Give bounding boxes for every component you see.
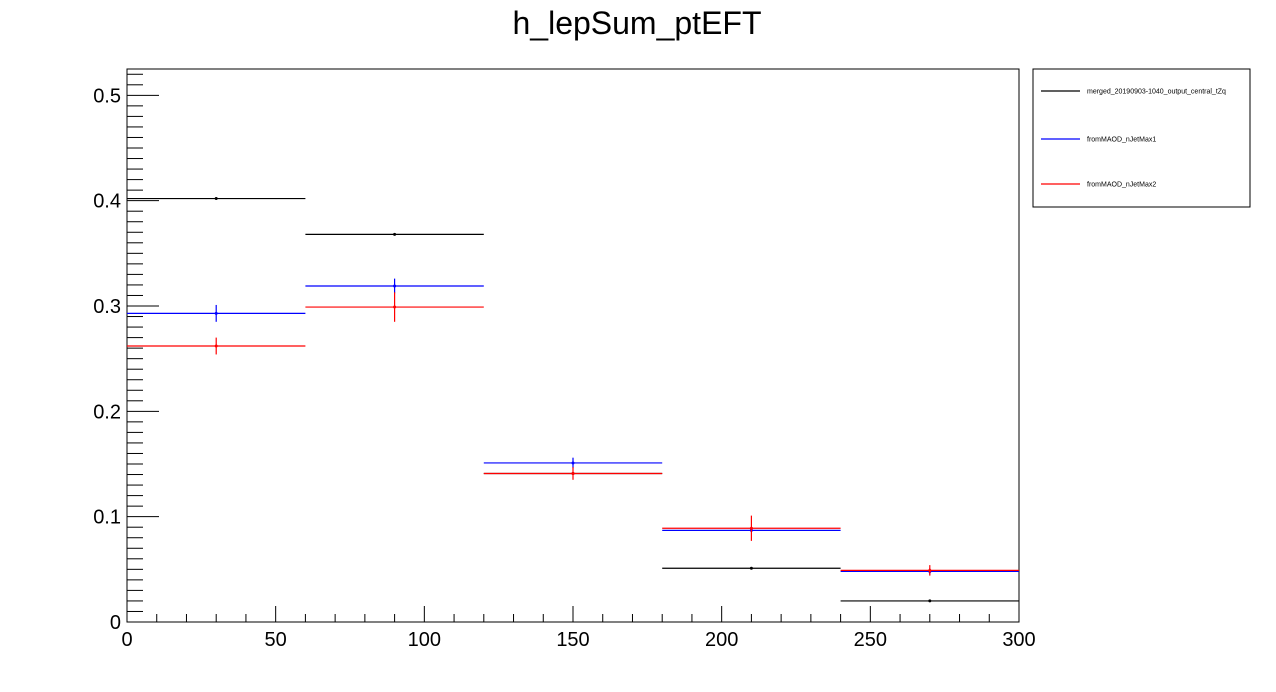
series-0 xyxy=(127,197,1019,603)
x-tick-label: 0 xyxy=(121,629,132,651)
data-point xyxy=(749,526,753,530)
legend: merged_20190903-1040_output_central_tZqf… xyxy=(1032,68,1251,208)
data-point xyxy=(393,305,397,309)
y-tick-label: 0.2 xyxy=(93,401,121,423)
data-point xyxy=(214,197,218,201)
y-tick-label: 0.3 xyxy=(93,296,121,318)
data-point xyxy=(393,232,397,236)
data-point xyxy=(214,311,218,315)
legend-label: fromMAOD_nJetMax2 xyxy=(1087,182,1156,189)
y-minor-ticks xyxy=(127,73,143,612)
y-tick-label: 0.1 xyxy=(93,507,121,529)
y-tick-label: 0 xyxy=(110,612,121,634)
data-point xyxy=(928,568,932,572)
y-axis: 0 0.1 0.2 0.3 0.4 0.5 xyxy=(93,85,159,634)
x-tick-label: 150 xyxy=(556,629,589,651)
data-point xyxy=(571,461,575,465)
series-layer xyxy=(127,197,1019,603)
y-tick-label: 0.5 xyxy=(93,85,121,107)
series-2 xyxy=(127,292,1019,576)
data-point xyxy=(749,566,753,570)
x-tick-label: 200 xyxy=(705,629,738,651)
x-tick-label: 100 xyxy=(408,629,441,651)
legend-label: fromMAOD_nJetMax1 xyxy=(1087,137,1156,144)
x-tick-label: 50 xyxy=(265,629,287,651)
y-tick-label: 0.4 xyxy=(93,191,121,213)
x-axis: 0 50 100 150 200 250 300 xyxy=(121,606,1036,651)
data-point xyxy=(393,284,397,288)
chart-title: h_lepSum_ptEFT xyxy=(512,5,761,41)
x-tick-label: 250 xyxy=(854,629,887,651)
data-point xyxy=(928,599,932,603)
legend-label: merged_20190903-1040_output_central_tZq xyxy=(1087,89,1226,96)
data-point xyxy=(571,471,575,475)
x-tick-label: 300 xyxy=(1002,629,1035,651)
data-point xyxy=(214,344,218,348)
series-1 xyxy=(127,278,1019,575)
